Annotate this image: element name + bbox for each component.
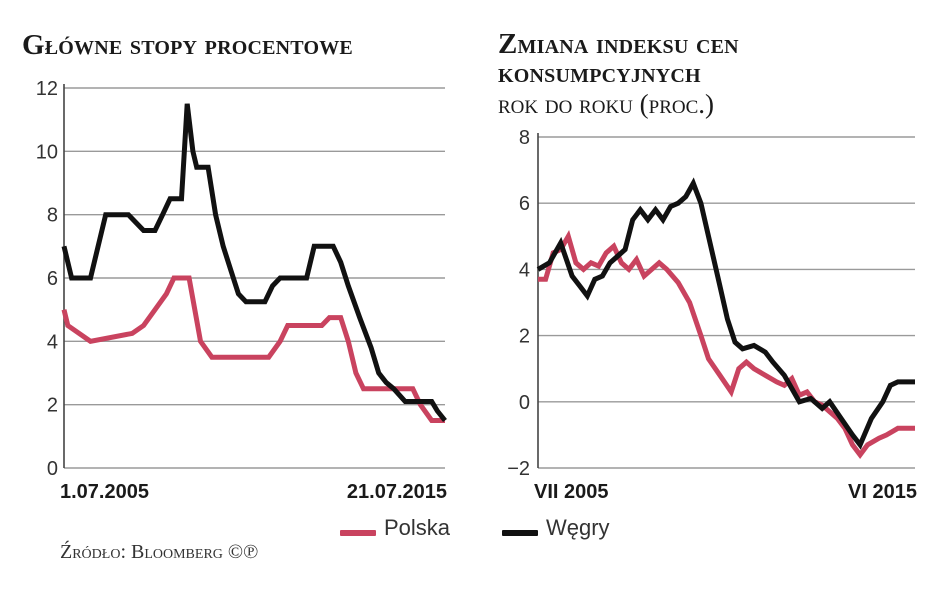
right-y-tick-label: 2 xyxy=(519,326,530,348)
left-chart-title: Główne stopy procentowe xyxy=(22,29,353,61)
left-y-tick-label: 2 xyxy=(47,395,58,417)
right-y-tick-label: 4 xyxy=(519,259,530,281)
legend-label-polska: Polska xyxy=(384,515,451,540)
left-y-tick-label: 8 xyxy=(47,205,58,227)
left-x-tick-label: 21.07.2015 xyxy=(347,481,447,503)
right-chart-subtitle: rok do roku (proc.) xyxy=(498,89,715,119)
legend-swatch-wegry xyxy=(502,530,538,536)
right-series-polska-line xyxy=(538,229,915,459)
left-series-wegry-line xyxy=(61,103,447,423)
legend-swatch-polska xyxy=(340,530,376,536)
left-y-tick-label: 6 xyxy=(47,268,58,290)
right-x-tick-label: VII 2005 xyxy=(534,481,609,503)
left-y-tick-label: 12 xyxy=(36,78,58,100)
legend-label-wegry: Węgry xyxy=(546,515,610,540)
left-series-polska-line xyxy=(61,275,445,423)
left-y-tick-label: 4 xyxy=(47,331,58,353)
right-y-tick-label: 8 xyxy=(519,127,530,149)
right-y-tick-label: 6 xyxy=(519,193,530,215)
right-x-tick-label: VI 2015 xyxy=(848,481,917,503)
right-chart: −2 0 2 4 6 8 VII 2005 VI 2015 xyxy=(507,127,917,503)
source-note: Źródło: Bloomberg ©℗ xyxy=(60,541,259,563)
right-y-tick-label: −2 xyxy=(507,458,530,480)
right-y-tick-label: 0 xyxy=(519,392,530,414)
left-y-tick-label: 10 xyxy=(36,141,58,163)
left-chart: 0 2 4 6 8 10 12 1.07.2005 21.07.2015 xyxy=(36,78,447,503)
left-x-tick-label: 1.07.2005 xyxy=(60,481,149,503)
right-series-wegry-line xyxy=(536,177,915,450)
left-y-tick-label: 0 xyxy=(47,458,58,480)
right-chart-title: Zmiana indeksu cen konsumpcyjnych xyxy=(498,28,739,89)
